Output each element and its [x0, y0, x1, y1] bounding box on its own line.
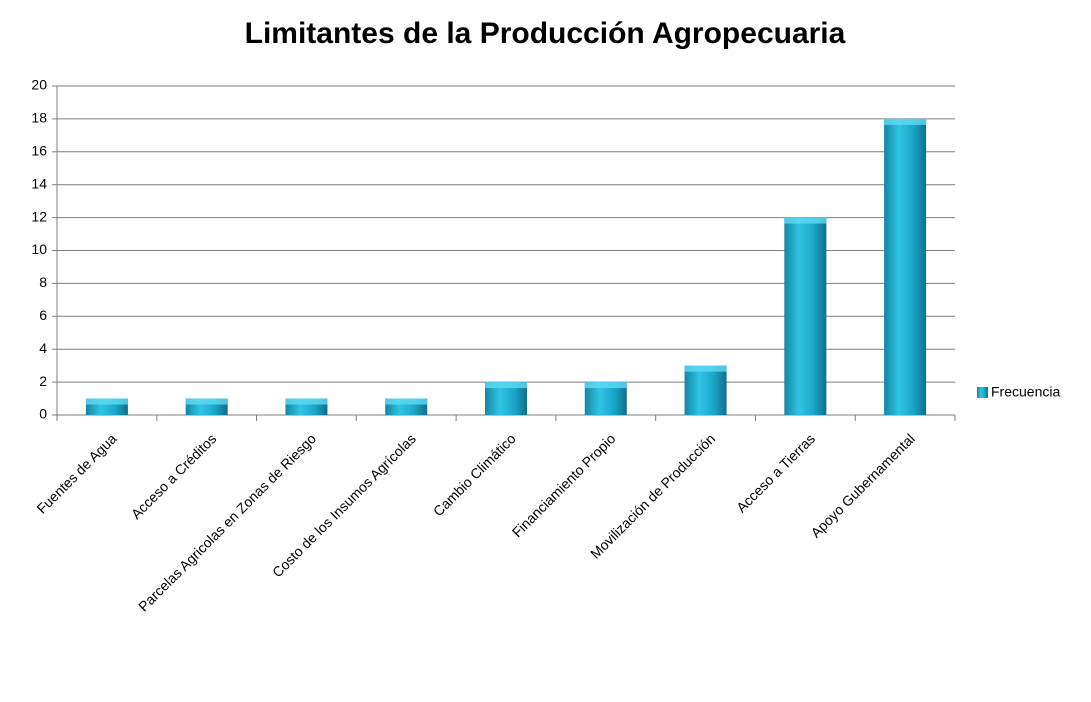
x-tick-label: Financiamiento Propio [509, 430, 619, 540]
chart-title: Limitantes de la Producción Agropecuaria [245, 17, 846, 50]
x-tick-label: Apoyo Gubernamental [807, 430, 917, 540]
y-tick-label: 0 [39, 406, 47, 422]
legend-label: Frecuencia [991, 384, 1060, 400]
x-tick-label: Fuentes de Agua [33, 430, 119, 516]
x-tick-label: Parcelas Agricolas en Zonas de Riesgo [135, 430, 319, 614]
bar-cap [285, 398, 328, 405]
bar [884, 118, 927, 416]
bar-cap [385, 398, 428, 405]
y-tick-label: 2 [39, 373, 47, 389]
bar [784, 217, 827, 415]
y-tick-label: 8 [39, 274, 47, 290]
bar-cap [584, 382, 627, 389]
y-tick-label: 6 [39, 307, 47, 323]
legend-swatch [977, 387, 988, 398]
bar-cap [684, 365, 727, 372]
bar-cap [784, 217, 827, 224]
y-tick-label: 12 [31, 208, 47, 224]
bar-cap [485, 382, 527, 389]
y-tick-label: 4 [39, 340, 47, 356]
y-tick-label: 20 [31, 77, 47, 93]
y-tick-label: 10 [31, 241, 47, 257]
bar-cap [185, 398, 228, 405]
bar-cap [884, 118, 927, 125]
bar [684, 365, 727, 415]
y-tick-label: 14 [31, 175, 47, 191]
y-tick-label: 16 [31, 143, 47, 159]
x-tick-label: Acceso a Tierras [733, 430, 818, 515]
bar-cap [85, 398, 128, 405]
y-tick-label: 18 [31, 110, 47, 126]
x-tick-label: Cambio Climático [430, 430, 519, 519]
x-tick-label: Acceso a Créditos [128, 430, 220, 522]
